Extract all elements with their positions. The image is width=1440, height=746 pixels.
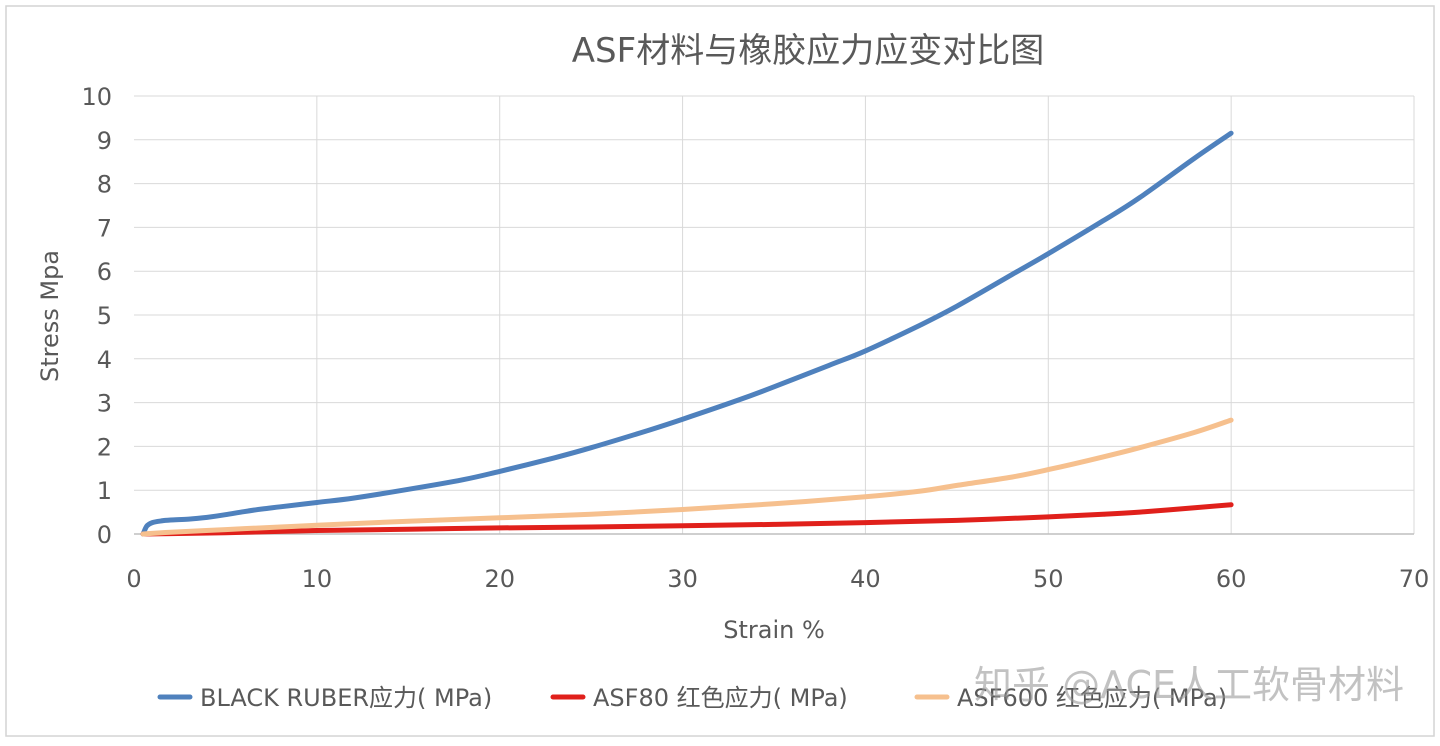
x-axis-label: Strain % — [723, 616, 825, 644]
y-tick-label: 5 — [97, 302, 112, 330]
x-tick-label: 60 — [1216, 565, 1247, 593]
series-line-3 — [140, 417, 1234, 537]
chart-border — [5, 5, 1435, 737]
chart-title: ASF材料与橡胶应力应变对比图 — [572, 31, 1044, 71]
watermark: 知乎 @ACE人工软骨材料 — [974, 663, 1404, 707]
x-tick-label: 10 — [302, 565, 333, 593]
y-axis-ticks: 0 1 2 3 4 5 6 7 8 9 10 — [81, 83, 112, 549]
y-tick-label: 3 — [97, 390, 112, 418]
x-tick-label: 0 — [126, 565, 141, 593]
x-tick-label: 50 — [1033, 565, 1064, 593]
series-lines — [140, 130, 1234, 537]
y-tick-label: 2 — [97, 433, 112, 461]
x-tick-label: 20 — [484, 565, 515, 593]
x-axis-ticks: 0 10 20 30 40 50 60 70 — [126, 565, 1429, 593]
y-tick-label: 0 — [97, 521, 112, 549]
series-line-1 — [140, 130, 1234, 537]
legend-label-3: ASF600 红色应力( MPa) — [957, 684, 1227, 712]
legend-label-1: BLACK RUBER应力( MPa) — [200, 684, 492, 712]
y-tick-label: 4 — [97, 346, 112, 374]
x-tick-label: 30 — [667, 565, 698, 593]
y-axis-label: Stress Mpa — [36, 250, 64, 382]
y-tick-label: 1 — [97, 477, 112, 505]
gridlines — [134, 95, 1415, 534]
y-tick-label: 8 — [97, 171, 112, 199]
legend-label-2: ASF80 红色应力( MPa) — [593, 684, 848, 712]
y-tick-label: 7 — [97, 214, 112, 242]
series-line-2 — [140, 502, 1234, 537]
y-tick-label: 6 — [97, 258, 112, 286]
x-tick-label: 70 — [1399, 565, 1430, 593]
x-tick-label: 40 — [850, 565, 881, 593]
y-tick-label: 10 — [81, 83, 112, 111]
y-tick-label: 9 — [97, 127, 112, 155]
legend: BLACK RUBER应力( MPa) ASF80 红色应力( MPa) ASF60… — [157, 684, 1227, 712]
